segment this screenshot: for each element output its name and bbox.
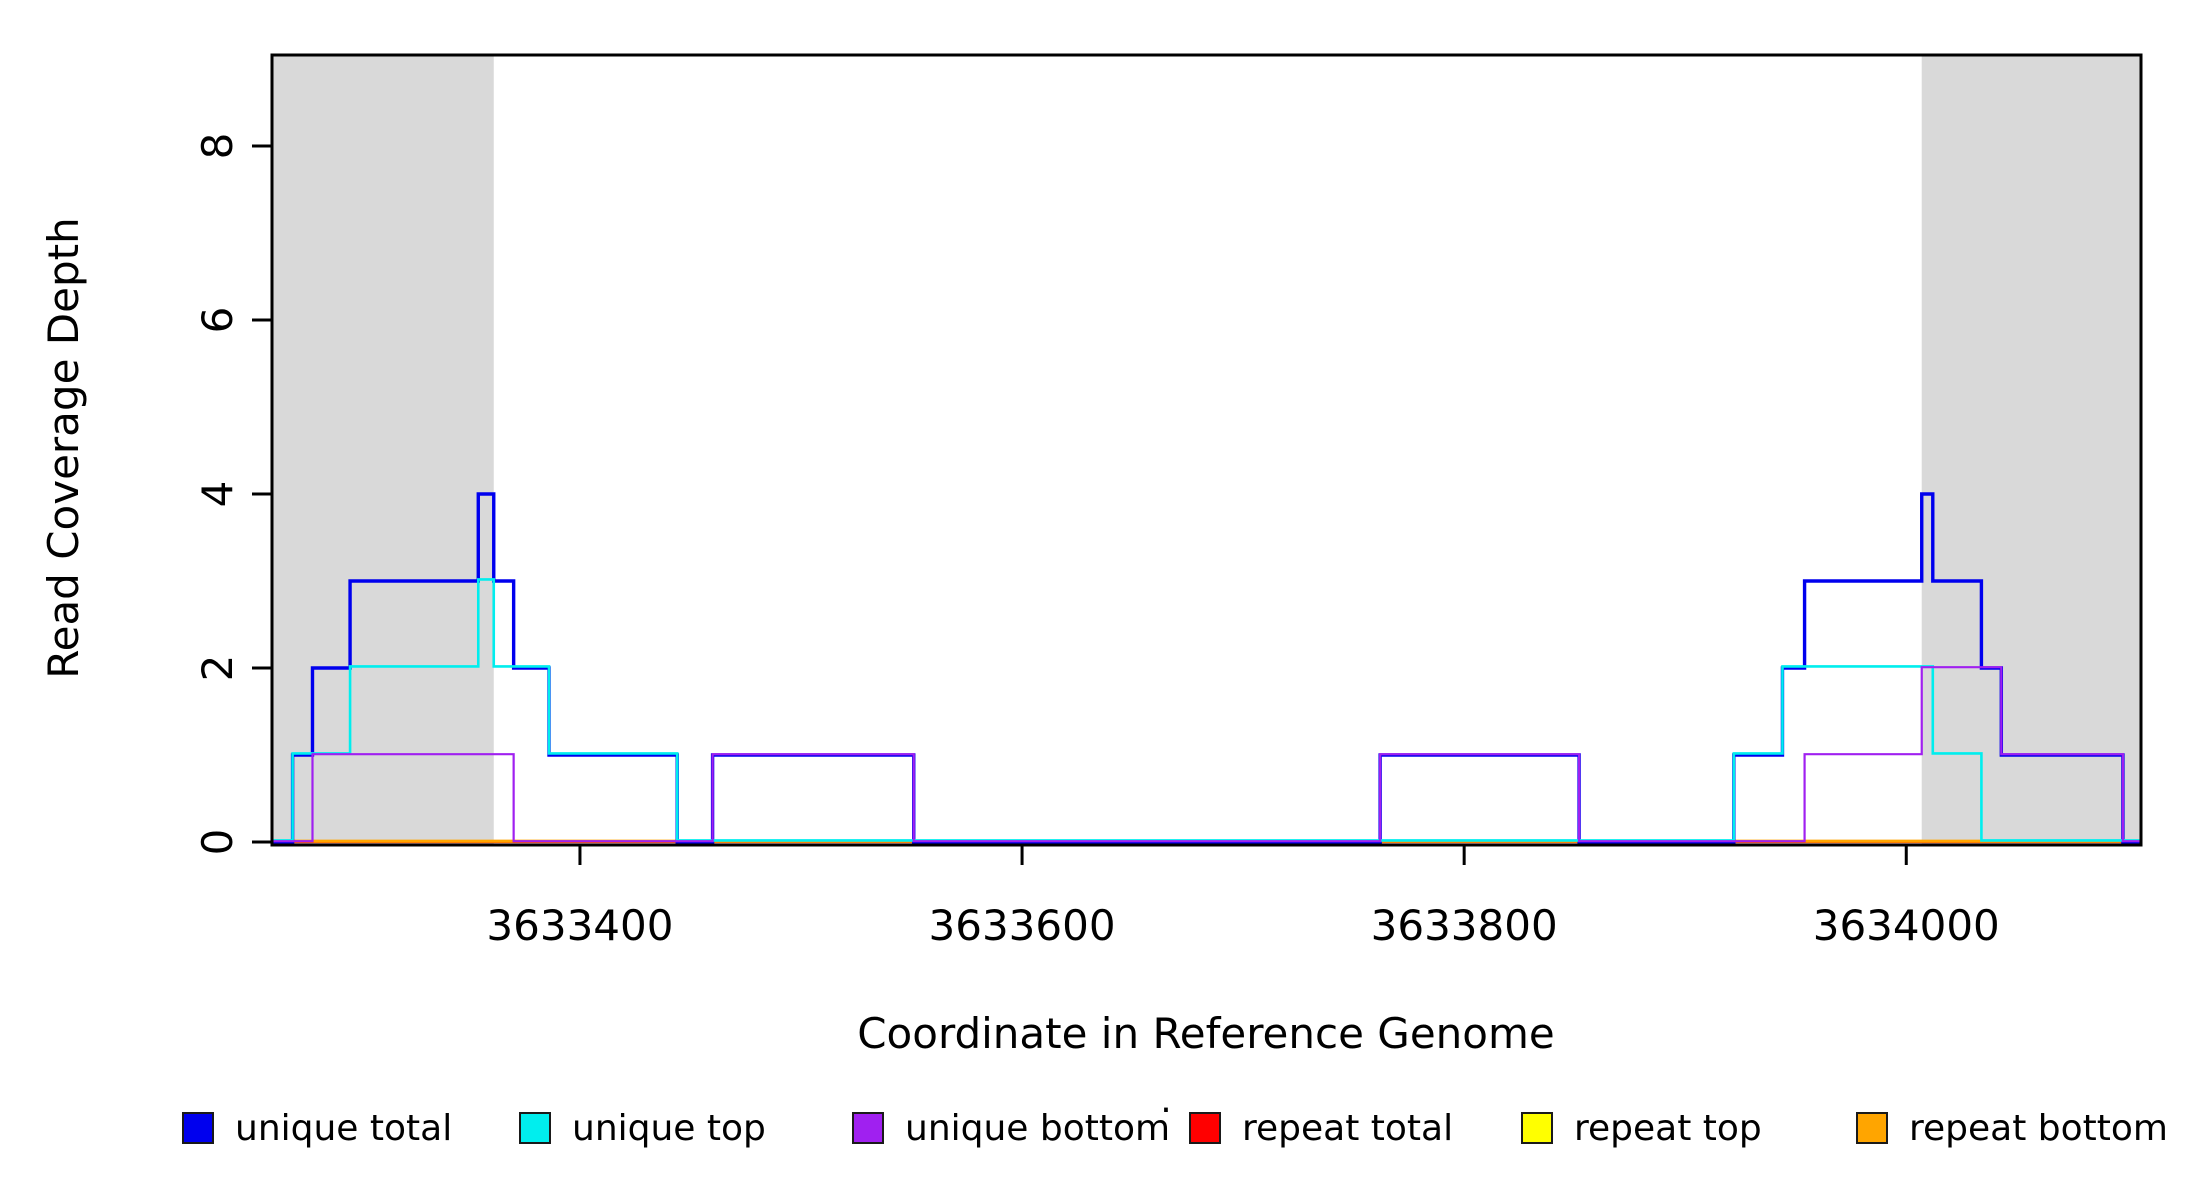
legend-label-repeat-total: repeat total	[1242, 1108, 1453, 1149]
legend-label-unique-top: unique top	[572, 1108, 766, 1149]
y-axis-title: Read Coverage Depth	[39, 217, 88, 678]
x-tick-label: 3633600	[929, 901, 1116, 950]
legend-swatch-unique-total	[182, 1112, 214, 1144]
legend-label-repeat-bottom: repeat bottom	[1909, 1108, 2168, 1149]
y-tick-label: 4	[193, 481, 242, 508]
x-axis-title: Coordinate in Reference Genome	[857, 1009, 1555, 1058]
series-lines	[272, 492, 2141, 844]
series-line-unique-top	[272, 578, 2141, 842]
y-tick-label: 0	[193, 829, 242, 856]
y-axis-ticks: 0 2 4 6 8	[193, 133, 272, 856]
legend-swatch-repeat-top	[1521, 1112, 1553, 1144]
x-axis-ticks: 3633400 3633600 3633800 3634000	[486, 845, 2000, 950]
shaded-region	[1921, 56, 2141, 844]
plot-box	[270, 53, 2143, 847]
shaded-regions	[272, 56, 2141, 844]
x-tick-label: 3633400	[486, 901, 673, 950]
legend-swatch-unique-bottom	[852, 1112, 884, 1144]
x-tick-label: 3634000	[1813, 901, 2000, 950]
legend-label-unique-total: unique total	[235, 1108, 452, 1149]
legend-label-unique-bottom: unique bottom	[905, 1108, 1170, 1149]
series-line-unique-bottom	[272, 666, 2141, 843]
series-line-unique-total	[272, 492, 2141, 844]
legend-separator-dot: ·	[1160, 1090, 1171, 1131]
legend-swatch-repeat-total	[1189, 1112, 1221, 1144]
y-tick-label: 2	[193, 655, 242, 682]
legend: unique total unique top unique bottom repea…	[182, 1090, 2168, 1149]
y-tick-label: 6	[193, 307, 242, 334]
y-tick-label: 8	[193, 133, 242, 160]
legend-swatch-unique-top	[519, 1112, 551, 1144]
shaded-region	[272, 56, 494, 844]
legend-label-repeat-top: repeat top	[1574, 1108, 1762, 1149]
x-tick-label: 3633800	[1371, 901, 1558, 950]
legend-swatch-repeat-bottom	[1856, 1112, 1888, 1144]
